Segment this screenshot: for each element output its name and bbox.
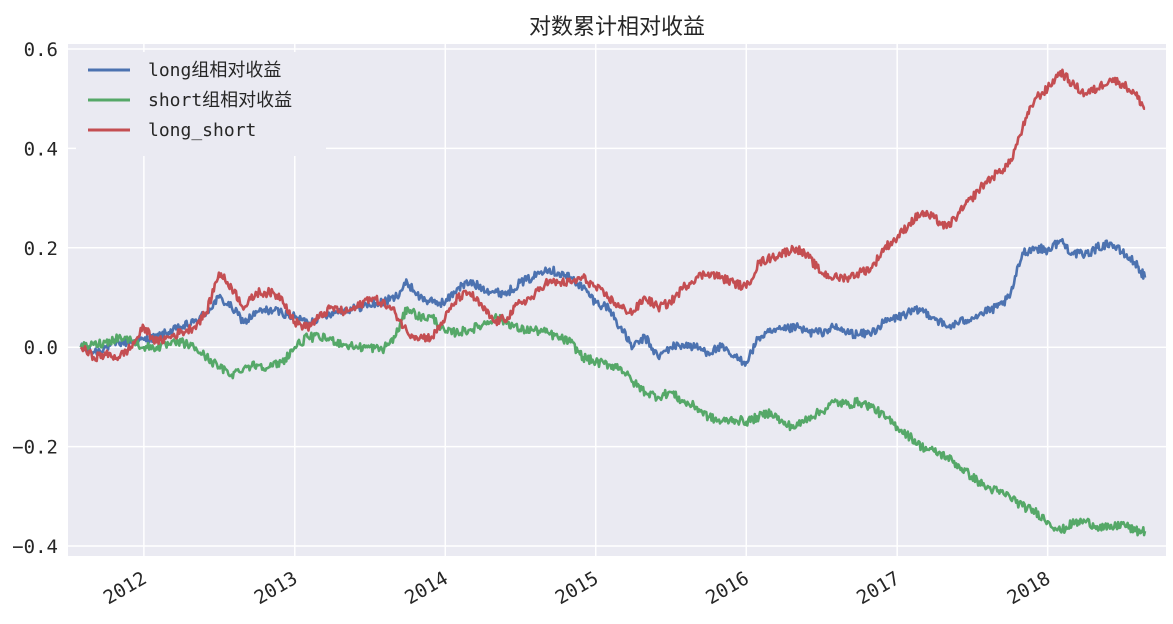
y-tick-label: −0.4 <box>12 536 58 558</box>
legend: long组相对收益 short组相对收益 long_short <box>76 52 326 156</box>
chart-title: 对数累计相对收益 <box>529 15 705 40</box>
x-tick-label: 2015 <box>552 567 603 609</box>
x-tick-label: 2018 <box>1004 567 1055 609</box>
x-tick-label: 2014 <box>401 567 452 609</box>
series-line-1 <box>79 306 1147 537</box>
legend-label-long: long组相对收益 <box>148 60 281 81</box>
series-line-0 <box>79 237 1147 367</box>
y-tick-label: −0.2 <box>12 437 58 459</box>
series-line-2 <box>79 68 1146 363</box>
y-axis-ticks: 0.6 0.4 0.2 0.0 −0.2 −0.4 <box>12 39 58 558</box>
x-tick-label: 2012 <box>100 567 151 609</box>
legend-label-long-short: long_short <box>148 120 256 141</box>
y-tick-label: 0.2 <box>24 238 58 260</box>
series-lines <box>79 68 1147 537</box>
x-tick-label: 2016 <box>702 567 753 609</box>
x-tick-label: 2017 <box>853 567 904 609</box>
x-axis-ticks: 2012 2013 2014 2015 2016 2017 2018 <box>100 567 1054 609</box>
y-tick-label: 0.4 <box>24 138 58 160</box>
y-tick-label: 0.6 <box>24 39 58 61</box>
y-tick-label: 0.0 <box>24 337 58 359</box>
legend-label-short: short组相对收益 <box>148 90 292 111</box>
x-tick-label: 2013 <box>251 567 302 609</box>
